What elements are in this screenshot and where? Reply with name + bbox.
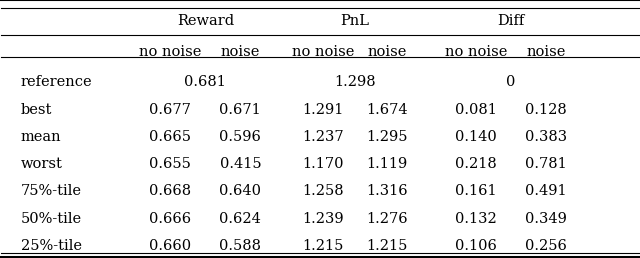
Text: noise: noise [367,45,406,59]
Text: 1.295: 1.295 [366,130,408,144]
Text: 0.681: 0.681 [184,75,226,90]
Text: 1.291: 1.291 [303,103,344,117]
Text: 1.258: 1.258 [302,184,344,198]
Text: 0.666: 0.666 [149,212,191,225]
Text: reference: reference [20,75,92,90]
Text: 0.106: 0.106 [455,239,497,253]
Text: 0.218: 0.218 [455,157,497,171]
Text: 0.349: 0.349 [525,212,567,225]
Text: no noise: no noise [445,45,508,59]
Text: Diff: Diff [497,14,525,28]
Text: 0.128: 0.128 [525,103,567,117]
Text: 0.140: 0.140 [455,130,497,144]
Text: 0.624: 0.624 [220,212,261,225]
Text: 1.298: 1.298 [334,75,376,90]
Text: 0.383: 0.383 [525,130,567,144]
Text: 0.640: 0.640 [220,184,261,198]
Text: 0.256: 0.256 [525,239,567,253]
Text: noise: noise [527,45,566,59]
Text: worst: worst [20,157,62,171]
Text: 1.215: 1.215 [366,239,408,253]
Text: 0.668: 0.668 [149,184,191,198]
Text: 0: 0 [506,75,516,90]
Text: 0.415: 0.415 [220,157,261,171]
Text: 0.132: 0.132 [455,212,497,225]
Text: 0.660: 0.660 [149,239,191,253]
Text: 1.316: 1.316 [366,184,408,198]
Text: PnL: PnL [340,14,369,28]
Text: no noise: no noise [139,45,202,59]
Text: 0.671: 0.671 [220,103,261,117]
Text: 0.781: 0.781 [525,157,567,171]
Text: 1.119: 1.119 [366,157,408,171]
Text: 50%-tile: 50%-tile [20,212,82,225]
Text: 0.491: 0.491 [525,184,567,198]
Text: 0.665: 0.665 [149,130,191,144]
Text: 0.596: 0.596 [220,130,261,144]
Text: 1.276: 1.276 [366,212,408,225]
Text: 1.170: 1.170 [303,157,344,171]
Text: 0.588: 0.588 [220,239,261,253]
Text: 0.655: 0.655 [149,157,191,171]
Text: noise: noise [221,45,260,59]
Text: 1.239: 1.239 [302,212,344,225]
Text: 1.237: 1.237 [302,130,344,144]
Text: no noise: no noise [292,45,355,59]
Text: 0.161: 0.161 [455,184,497,198]
Text: 1.674: 1.674 [366,103,408,117]
Text: 25%-tile: 25%-tile [20,239,81,253]
Text: best: best [20,103,52,117]
Text: 0.081: 0.081 [455,103,497,117]
Text: 1.215: 1.215 [303,239,344,253]
Text: Reward: Reward [177,14,234,28]
Text: mean: mean [20,130,61,144]
Text: 0.677: 0.677 [149,103,191,117]
Text: 75%-tile: 75%-tile [20,184,81,198]
